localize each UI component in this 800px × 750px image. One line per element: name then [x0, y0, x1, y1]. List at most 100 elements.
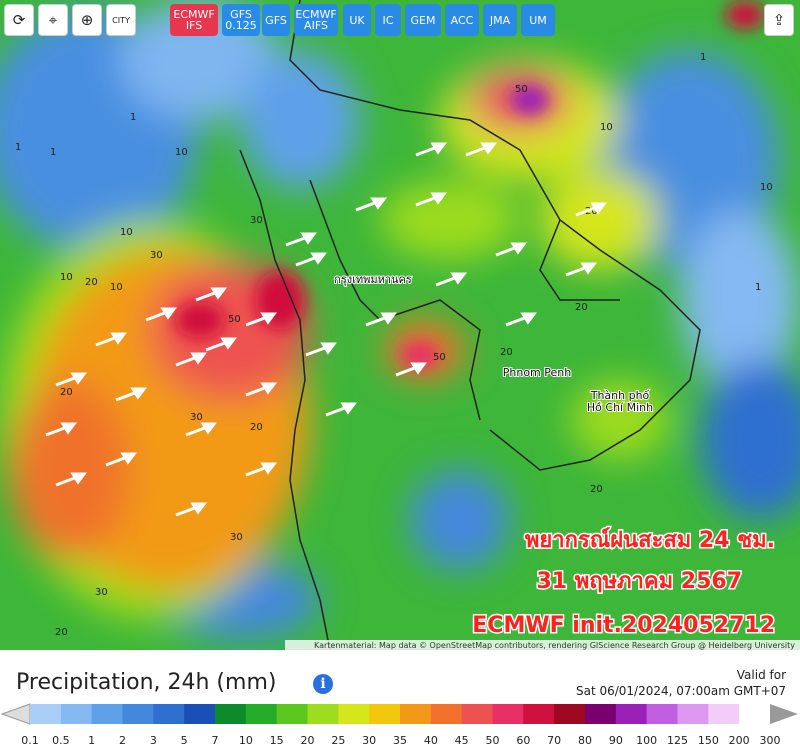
legend-tick-label: 25 [331, 734, 345, 747]
legend-swatch [554, 704, 586, 724]
model-button[interactable]: GEM [405, 4, 441, 36]
legend-tick-label: 70 [547, 734, 561, 747]
wind-arrow-head [300, 232, 317, 245]
city-button[interactable]: CITY [106, 4, 136, 36]
legend-swatch [245, 704, 278, 724]
model-button[interactable]: IC [375, 4, 401, 36]
wind-arrow-head [220, 337, 237, 350]
contour-label: 20 [60, 387, 73, 398]
overlay-title: พยากรณ์ฝนสะสม 24 ชม. [525, 527, 775, 553]
wind-arrows [45, 142, 607, 517]
legend-swatch [492, 704, 524, 724]
legend-swatch [338, 704, 370, 724]
legend-tick-label: 0.5 [52, 734, 70, 747]
legend-swatch [307, 704, 339, 724]
wind-arrow-head [480, 142, 497, 155]
legend-tick-label: 1 [88, 734, 95, 747]
wind-arrow-head [320, 342, 337, 355]
contour-label: 10 [110, 282, 123, 293]
contour-label: 30 [150, 250, 163, 261]
model-button[interactable]: GFS [262, 4, 290, 36]
legend-tick-label: 3 [150, 734, 157, 747]
city-label: Hồ Chí Minh [587, 401, 653, 414]
model-button[interactable]: UK [343, 4, 371, 36]
legend-swatch [677, 704, 709, 724]
contour-label: 30 [95, 587, 108, 598]
refresh-button[interactable]: ⟳ [4, 4, 34, 36]
wind-arrow-head [410, 362, 427, 375]
legend-swatch [461, 704, 493, 724]
legend-tick-label: 2 [119, 734, 126, 747]
legend-swatch [585, 704, 617, 724]
legend-tick-label: 5 [181, 734, 188, 747]
wind-arrow-head [60, 422, 77, 435]
wind-arrow-head [260, 462, 277, 475]
legend-tick-label: 15 [270, 734, 284, 747]
legend-tick-label: 0.1 [21, 734, 39, 747]
legend-tick-label: 7 [212, 734, 219, 747]
zoom-button[interactable]: ⊕ [72, 4, 102, 36]
wind-arrow-head [380, 312, 397, 325]
legend-swatch [91, 704, 123, 724]
contour-label: 10 [760, 182, 773, 193]
contour-label: 20 [585, 206, 598, 217]
wind-arrow-head [210, 287, 227, 300]
legend-arrow-left [0, 703, 31, 725]
attribution: Kartenmaterial: Map data © OpenStreetMap… [314, 641, 795, 650]
legend-tick-label: 30 [362, 734, 376, 747]
legend-tick-label: 35 [393, 734, 407, 747]
legend-tick-label: 20 [301, 734, 315, 747]
legend-swatch [122, 704, 154, 724]
contour-label: 20 [590, 484, 603, 495]
legend-swatch [30, 704, 62, 724]
wind-arrow-head [70, 472, 87, 485]
wind-arrow-head [580, 262, 597, 275]
wind-arrow-head [340, 402, 357, 415]
legend-tick-label: 200 [729, 734, 750, 747]
wind-arrow-head [110, 332, 127, 345]
legend-swatch [276, 704, 308, 724]
model-button[interactable]: ACC [445, 4, 479, 36]
legend-swatch [646, 704, 678, 724]
legend-tick-label: 50 [486, 734, 500, 747]
legend-swatch [739, 704, 771, 724]
city-label: Phnom Penh [503, 366, 571, 379]
contour-label: 30 [190, 412, 203, 423]
contour-label: 1 [700, 52, 706, 63]
model-button[interactable]: ECMWF IFS [170, 4, 218, 36]
legend-tick-label: 10 [239, 734, 253, 747]
contour-label: 10 [600, 122, 613, 133]
legend-swatch [708, 704, 740, 724]
model-button[interactable]: UM [521, 4, 555, 36]
wind-arrow-head [200, 422, 217, 435]
contour-label: 30 [250, 215, 263, 226]
share-button[interactable]: ⇪ [764, 4, 794, 36]
footer: Precipitation, 24h (mm) i Valid for Sat … [0, 650, 800, 750]
wind-arrow-head [310, 252, 327, 265]
legend-tick-label: 45 [455, 734, 469, 747]
wind-arrow-head [260, 312, 277, 325]
overlay-date: 31 พฤษภาคม 2567 [536, 569, 742, 594]
contour-label: 10 [60, 272, 73, 283]
legend-tick-label: 40 [424, 734, 438, 747]
legend-tick-label: 80 [578, 734, 592, 747]
model-button[interactable]: JMA [483, 4, 517, 36]
legend-swatch [184, 704, 216, 724]
contour-label: 1 [50, 147, 56, 158]
legend-tick-label: 90 [609, 734, 623, 747]
location-button[interactable]: ⌖ [38, 4, 68, 36]
model-button[interactable]: GFS 0.125 [222, 4, 260, 36]
rain-field [0, 0, 800, 650]
contour-label: 1 [130, 112, 136, 123]
overlay-model: ECMWF init.2024052712 [472, 613, 775, 638]
wind-arrow-head [450, 272, 467, 285]
model-button[interactable]: ECMWF AIFS [294, 4, 338, 36]
info-button[interactable]: i [313, 674, 333, 694]
city-label: กรุงเทพมหานคร [334, 273, 412, 286]
wind-arrow-head [120, 452, 137, 465]
wind-arrow-head [370, 197, 387, 210]
legend-swatch [430, 704, 463, 724]
legend-tick-label: 300 [760, 734, 781, 747]
legend: 0.1 0.5 1 2 3 5 7 10 15 20 25 30 35 40 45 50 60 70 80 90 100… [0, 703, 798, 747]
